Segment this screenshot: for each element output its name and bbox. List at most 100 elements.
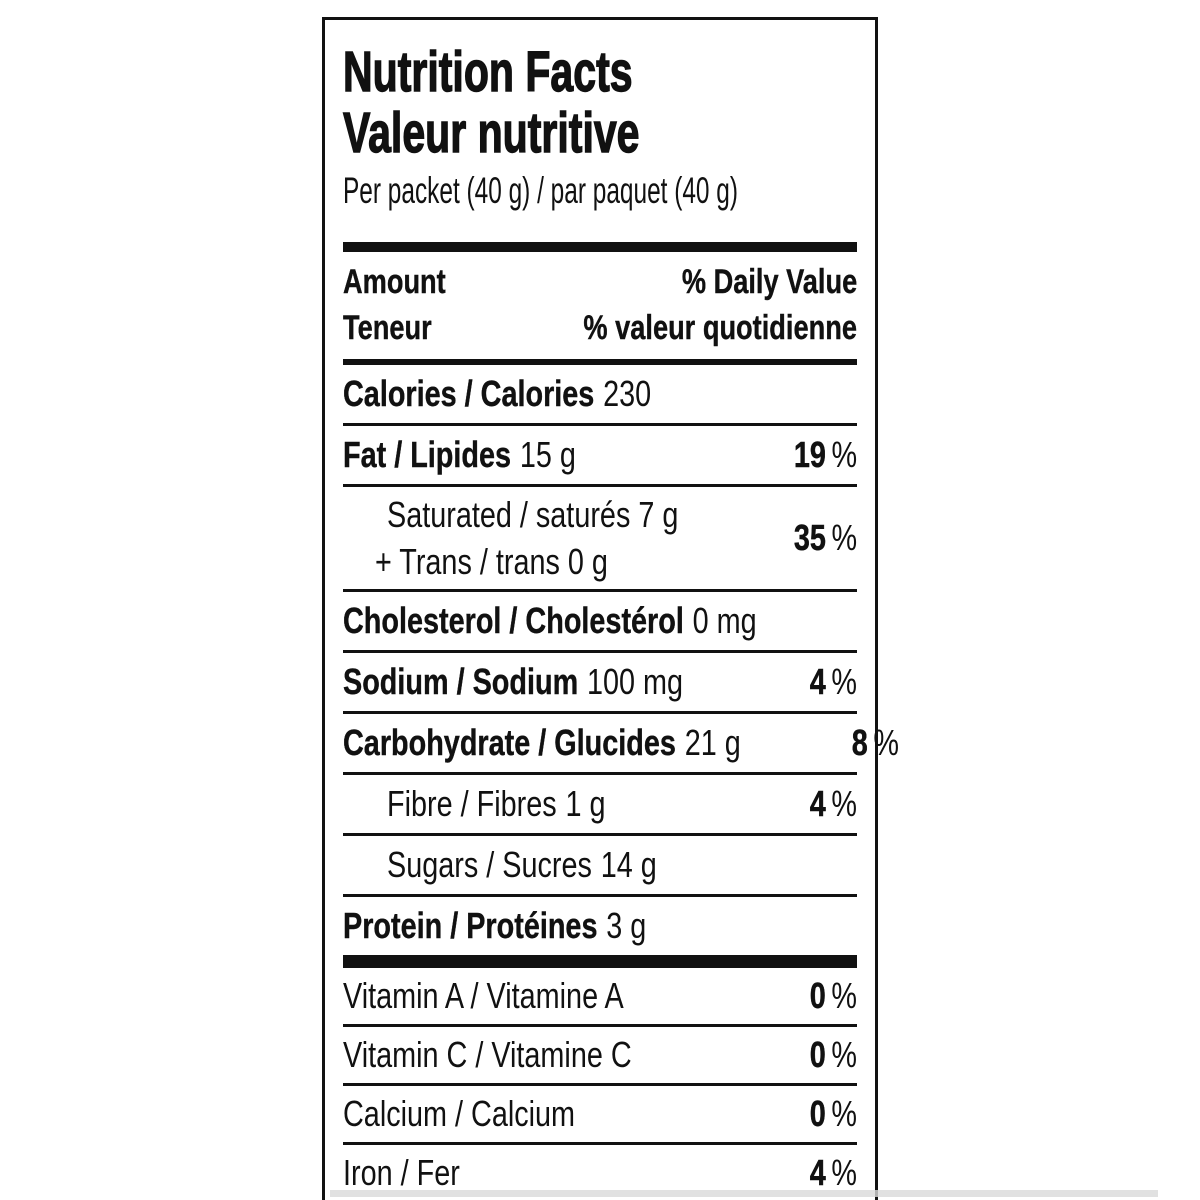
divider-thin [343, 650, 857, 653]
sodium-dv-number: 4 [809, 661, 826, 703]
divider-thin [343, 1024, 857, 1027]
sodium-daily-value: 4% [810, 661, 857, 703]
protein-value: 3 g [606, 905, 647, 946]
calcium-row: Calcium / Calcium 0% [343, 1086, 857, 1142]
sodium-name: Sodium / Sodium [343, 661, 579, 702]
fibre-name: Fibre / Fibres [387, 783, 557, 824]
sugars-row: Sugars / Sucres 14 g [343, 836, 857, 894]
calcium-dv-unit: % [831, 1093, 857, 1134]
cholesterol-row: Cholesterol / Cholestérol 0 mg [343, 592, 857, 650]
calcium-name: Calcium / Calcium [343, 1093, 576, 1134]
fat-dv-unit: % [831, 434, 857, 475]
iron-row: Iron / Fer 4% [343, 1145, 857, 1200]
sodium-value: 100 mg [587, 661, 684, 702]
saturated-daily-value: 35% [794, 517, 857, 559]
fibre-daily-value: 4% [810, 783, 857, 825]
divider-thin [343, 772, 857, 775]
cholesterol-name: Cholesterol / Cholestérol [343, 600, 684, 641]
column-headers: Amount % Daily Value Teneur % valeur quo… [343, 252, 857, 359]
trans-fat-line: + Trans / trans 0 g [375, 541, 608, 582]
carbohydrate-dv-unit: % [873, 722, 900, 763]
calories-name: Calories / Calories [343, 373, 595, 414]
fat-name: Fat / Lipides [343, 434, 512, 475]
carbohydrate-value: 21 g [684, 722, 741, 763]
divider-thin [343, 423, 857, 426]
daily-value-header-en: % Daily Value [681, 263, 857, 301]
vitamin-a-daily-value: 0% [810, 975, 857, 1017]
carbohydrate-dv-number: 8 [851, 722, 869, 764]
sugars-name: Sugars / Sucres [387, 844, 592, 885]
saturated-dv-unit: % [831, 517, 857, 558]
vitamin-a-name: Vitamin A / Vitamine A [343, 975, 624, 1016]
sugars-text: Sugars / Sucres 14 g [387, 844, 657, 886]
vitamin-c-name: Vitamin C / Vitamine C [343, 1034, 632, 1075]
vitamin-c-dv-unit: % [831, 1034, 857, 1075]
saturated-dv-number: 35 [793, 517, 826, 559]
nutrition-facts-label: Nutrition Facts Valeur nutritive Per pac… [322, 17, 899, 1200]
vitamin-c-daily-value: 0% [810, 1034, 857, 1076]
sodium-dv-unit: % [831, 661, 857, 702]
sodium-row: Sodium / Sodium 100 mg 4% [343, 653, 857, 711]
protein-row: Protein / Protéines 3 g [343, 897, 857, 955]
vitamin-a-dv-number: 0 [809, 975, 826, 1017]
sodium-text: Sodium / Sodium 100 mg [343, 661, 683, 703]
label-title-fr-text: Valeur nutritive [342, 101, 640, 165]
calories-value: 230 [603, 373, 652, 414]
divider-medium-header [343, 359, 857, 365]
cholesterol-value: 0 mg [692, 600, 757, 641]
label-title-fr: Valeur nutritive [342, 101, 857, 165]
carbohydrate-daily-value: 8% [852, 722, 899, 764]
protein-text: Protein / Protéines 3 g [343, 905, 646, 947]
bottom-scan-artifact [330, 1190, 1158, 1197]
amount-header-fr: Teneur [343, 309, 432, 347]
sugars-value: 14 g [600, 844, 657, 885]
fat-dv-number: 19 [793, 434, 826, 476]
calories-text: Calories / Calories 230 [343, 373, 651, 415]
fibre-text: Fibre / Fibres 1 g [387, 783, 605, 825]
vitamin-c-dv-number: 0 [809, 1034, 826, 1076]
divider-thin [343, 484, 857, 487]
fibre-row: Fibre / Fibres 1 g 4% [343, 775, 857, 833]
divider-thin [343, 833, 857, 836]
fat-value: 15 g [519, 434, 576, 475]
iron-dv-number: 4 [809, 1152, 826, 1194]
iron-dv-unit: % [831, 1152, 857, 1193]
protein-name: Protein / Protéines [343, 905, 598, 946]
iron-name: Iron / Fer [343, 1152, 460, 1193]
serving-size-text: Per packet (40 g) / par paquet (40 g) [343, 170, 739, 211]
carbohydrate-name: Carbohydrate / Glucides [343, 722, 676, 763]
divider-thin [343, 894, 857, 897]
saturated-fat-line: Saturated / saturés 7 g [387, 494, 679, 535]
daily-value-header-fr: % valeur quotidienne [583, 309, 857, 347]
amount-header-en: Amount [343, 263, 446, 301]
divider-thin [343, 1083, 857, 1086]
label-title-en: Nutrition Facts [342, 40, 857, 104]
serving-size-line: Per packet (40 g) / par paquet (40 g) [343, 166, 857, 216]
saturated-trans-fat-row: Saturated / saturés 7 g + Trans / trans … [343, 487, 857, 589]
vitamin-a-dv-unit: % [831, 975, 857, 1016]
cholesterol-text: Cholesterol / Cholestérol 0 mg [343, 600, 757, 642]
iron-daily-value: 4% [810, 1152, 857, 1194]
divider-thin [343, 711, 857, 714]
calcium-dv-number: 0 [809, 1093, 826, 1135]
column-header-row-fr: Teneur % valeur quotidienne [343, 305, 857, 351]
divider-thick-top [343, 242, 857, 252]
fat-row: Fat / Lipides 15 g 19% [343, 426, 857, 484]
label-title-en-text: Nutrition Facts [342, 40, 633, 104]
fibre-value: 1 g [565, 783, 606, 824]
fibre-dv-unit: % [831, 783, 857, 824]
carbohydrate-row: Carbohydrate / Glucides 21 g 8% [343, 714, 899, 772]
fat-text: Fat / Lipides 15 g [343, 434, 576, 476]
divider-thin [343, 589, 857, 592]
vitamin-c-row: Vitamin C / Vitamine C 0% [343, 1027, 857, 1083]
vitamin-a-row: Vitamin A / Vitamine A 0% [343, 968, 857, 1024]
fat-daily-value: 19% [794, 434, 857, 476]
calcium-daily-value: 0% [810, 1093, 857, 1135]
fibre-dv-number: 4 [809, 783, 826, 825]
divider-thick-micronutrients [343, 955, 857, 968]
divider-thin [343, 1142, 857, 1145]
carbohydrate-text: Carbohydrate / Glucides 21 g [343, 722, 741, 764]
saturated-trans-text: Saturated / saturés 7 g + Trans / trans … [375, 491, 679, 585]
column-header-row-en: Amount % Daily Value [343, 259, 857, 305]
